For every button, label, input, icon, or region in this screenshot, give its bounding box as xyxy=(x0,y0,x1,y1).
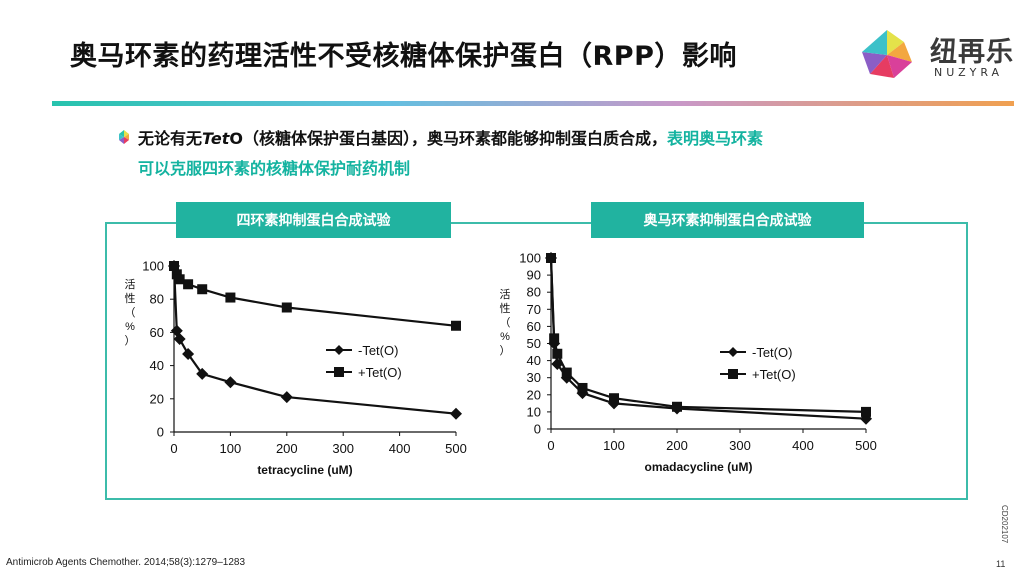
tetracycline-x-tick-label: 400 xyxy=(389,441,411,456)
tetracycline-data-point xyxy=(451,320,461,331)
omadacycline-x-tick-label: 500 xyxy=(855,438,877,453)
omadacycline-x-tick-label: 400 xyxy=(792,438,814,453)
omadacycline-y-tick-label: 30 xyxy=(527,370,541,385)
omadacycline-data-point xyxy=(672,401,682,412)
omadacycline-series-line-1 xyxy=(549,257,867,420)
tetracycline-data-point xyxy=(169,261,179,271)
omadacycline-series-line-2 xyxy=(549,257,867,413)
omadacycline-y-tick-label: 100 xyxy=(519,251,541,266)
tetracycline-x-tick-label: 100 xyxy=(220,441,242,456)
omadacycline-y-tick-label: 40 xyxy=(527,353,541,368)
omadacycline-x-axis-label: omadacycline (uM) xyxy=(644,460,752,474)
omadacycline-data-point xyxy=(861,406,871,417)
header-divider xyxy=(52,101,1014,106)
key-message: 无论有无TetO（核糖体保护蛋白基因），奥马环素都能够抑制蛋白质合成，表明奥马环… xyxy=(116,124,916,184)
tetracycline-y-tick-label: 100 xyxy=(142,259,164,274)
page-title: 奥马环素的药理活性不受核糖体保护蛋白（RPP）影响 xyxy=(70,41,737,72)
tetracycline-data-point xyxy=(196,367,209,380)
omadacycline-data-point xyxy=(609,393,619,404)
tetracycline-data-point xyxy=(224,376,237,389)
bullet-icon xyxy=(119,130,129,144)
tetracycline-chart-tab: 四环素抑制蛋白合成试验 xyxy=(176,202,451,238)
omadacycline-x-tick-label: 200 xyxy=(666,438,688,453)
brand-logo: 纽再乐 NUZYRA xyxy=(860,28,1020,88)
omadacycline-data-point xyxy=(577,382,588,393)
omadacycline-legend-label: +Tet(O) xyxy=(752,367,796,382)
tetracycline-y-tick-label: 40 xyxy=(150,358,164,373)
tetracycline-legend-label: -Tet(O) xyxy=(358,343,398,358)
tetracycline-y-tick-label: 0 xyxy=(157,425,164,440)
omadacycline-y-tick-label: 0 xyxy=(534,422,541,437)
tetracycline-data-point xyxy=(450,407,462,420)
tetracycline-y-tick-label: 80 xyxy=(150,292,164,307)
tetracycline-x-tick-label: 300 xyxy=(332,441,354,456)
tetracycline-legend-marker xyxy=(334,367,344,377)
tetracycline-y-axis-label-char: ） xyxy=(125,334,136,347)
reference-citation: Antimicrob Agents Chemother. 2014;58(3):… xyxy=(6,557,246,568)
tetracycline-x-tick-label: 0 xyxy=(170,441,177,456)
omadacycline-y-tick-label: 90 xyxy=(527,268,541,283)
tetracycline-series-line-1 xyxy=(172,265,457,415)
key-message-part-3: O（核糖体保护蛋白基因），奥马环素都能够抑制蛋白质合成， xyxy=(229,129,667,148)
omadacycline-y-tick-label: 80 xyxy=(527,285,541,300)
omadacycline-legend-marker xyxy=(728,369,738,379)
omadacycline-legend-label: -Tet(O) xyxy=(752,345,792,360)
tetracycline-x-tick-label: 500 xyxy=(445,441,467,456)
tetracycline-data-point xyxy=(173,333,186,346)
key-message-part-1: 无论有无 xyxy=(138,129,203,148)
document-code: CD202107 xyxy=(1000,505,1009,544)
omadacycline-x-tick-label: 300 xyxy=(729,438,751,453)
omadacycline-y-axis-label-char: 性 xyxy=(500,301,511,315)
omadacycline-y-tick-label: 60 xyxy=(527,319,541,334)
tetracycline-data-point xyxy=(182,347,195,360)
key-message-highlight-2: 可以克服四环素的核糖体保护耐药机制 xyxy=(138,159,411,178)
tetracycline-data-point xyxy=(183,279,194,290)
key-message-line-1: 无论有无TetO（核糖体保护蛋白基因），奥马环素都能够抑制蛋白质合成，表明奥马环… xyxy=(116,124,916,154)
omadacycline-data-point xyxy=(561,367,572,378)
tetracycline-x-tick-label: 200 xyxy=(276,441,298,456)
tetracycline-data-point xyxy=(281,302,292,313)
charts-frame xyxy=(105,222,968,500)
tetracycline-y-axis-label-char: 性 xyxy=(125,291,136,305)
tetracycline-y-axis-label-char: % xyxy=(125,321,135,333)
omadacycline-y-axis-label-char: 活 xyxy=(500,288,511,301)
omadacycline-y-axis-label-char: （ xyxy=(500,316,511,329)
tetracycline-data-point xyxy=(197,284,208,295)
omadacycline-x-tick-label: 0 xyxy=(547,438,554,453)
logo-mark-icon xyxy=(862,30,912,78)
omadacycline-data-point xyxy=(549,333,560,344)
omadacycline-y-tick-label: 10 xyxy=(527,404,541,419)
tetracycline-legend-marker xyxy=(334,345,344,355)
tetracycline-y-axis-label-char: 活 xyxy=(125,278,136,291)
gene-name-italic: Tet xyxy=(202,129,230,148)
logo-english-name: NUZYRA xyxy=(934,66,1004,79)
omadacycline-y-tick-label: 20 xyxy=(527,387,541,402)
tetracycline-y-axis-label-char: （ xyxy=(125,306,136,319)
page-number: 11 xyxy=(996,559,1006,569)
tetracycline-data-point xyxy=(174,274,185,285)
tetracycline-legend-label: +Tet(O) xyxy=(358,365,402,380)
tetracycline-y-tick-label: 60 xyxy=(150,325,164,340)
omadacycline-chart-tab: 奥马环素抑制蛋白合成试验 xyxy=(591,202,864,238)
tetracycline-data-point xyxy=(280,391,293,404)
omadacycline-y-axis-label-char: % xyxy=(500,331,510,343)
omadacycline-y-tick-label: 50 xyxy=(527,336,541,351)
tetracycline-y-tick-label: 20 xyxy=(150,391,164,406)
tetracycline-x-axis-label: tetracycline (uM) xyxy=(257,463,352,477)
logo-chinese-name: 纽再乐 xyxy=(930,37,1014,68)
omadacycline-data-point xyxy=(546,253,556,263)
tetracycline-data-point xyxy=(225,292,236,303)
omadacycline-y-tick-label: 70 xyxy=(527,302,541,317)
key-message-highlight-1: 表明奥马环素 xyxy=(666,129,763,148)
omadacycline-x-tick-label: 100 xyxy=(603,438,625,453)
omadacycline-data-point xyxy=(552,348,563,359)
omadacycline-y-axis-label-char: ） xyxy=(500,344,511,357)
omadacycline-legend-marker xyxy=(728,347,738,357)
tetracycline-series-line-2 xyxy=(172,265,457,327)
